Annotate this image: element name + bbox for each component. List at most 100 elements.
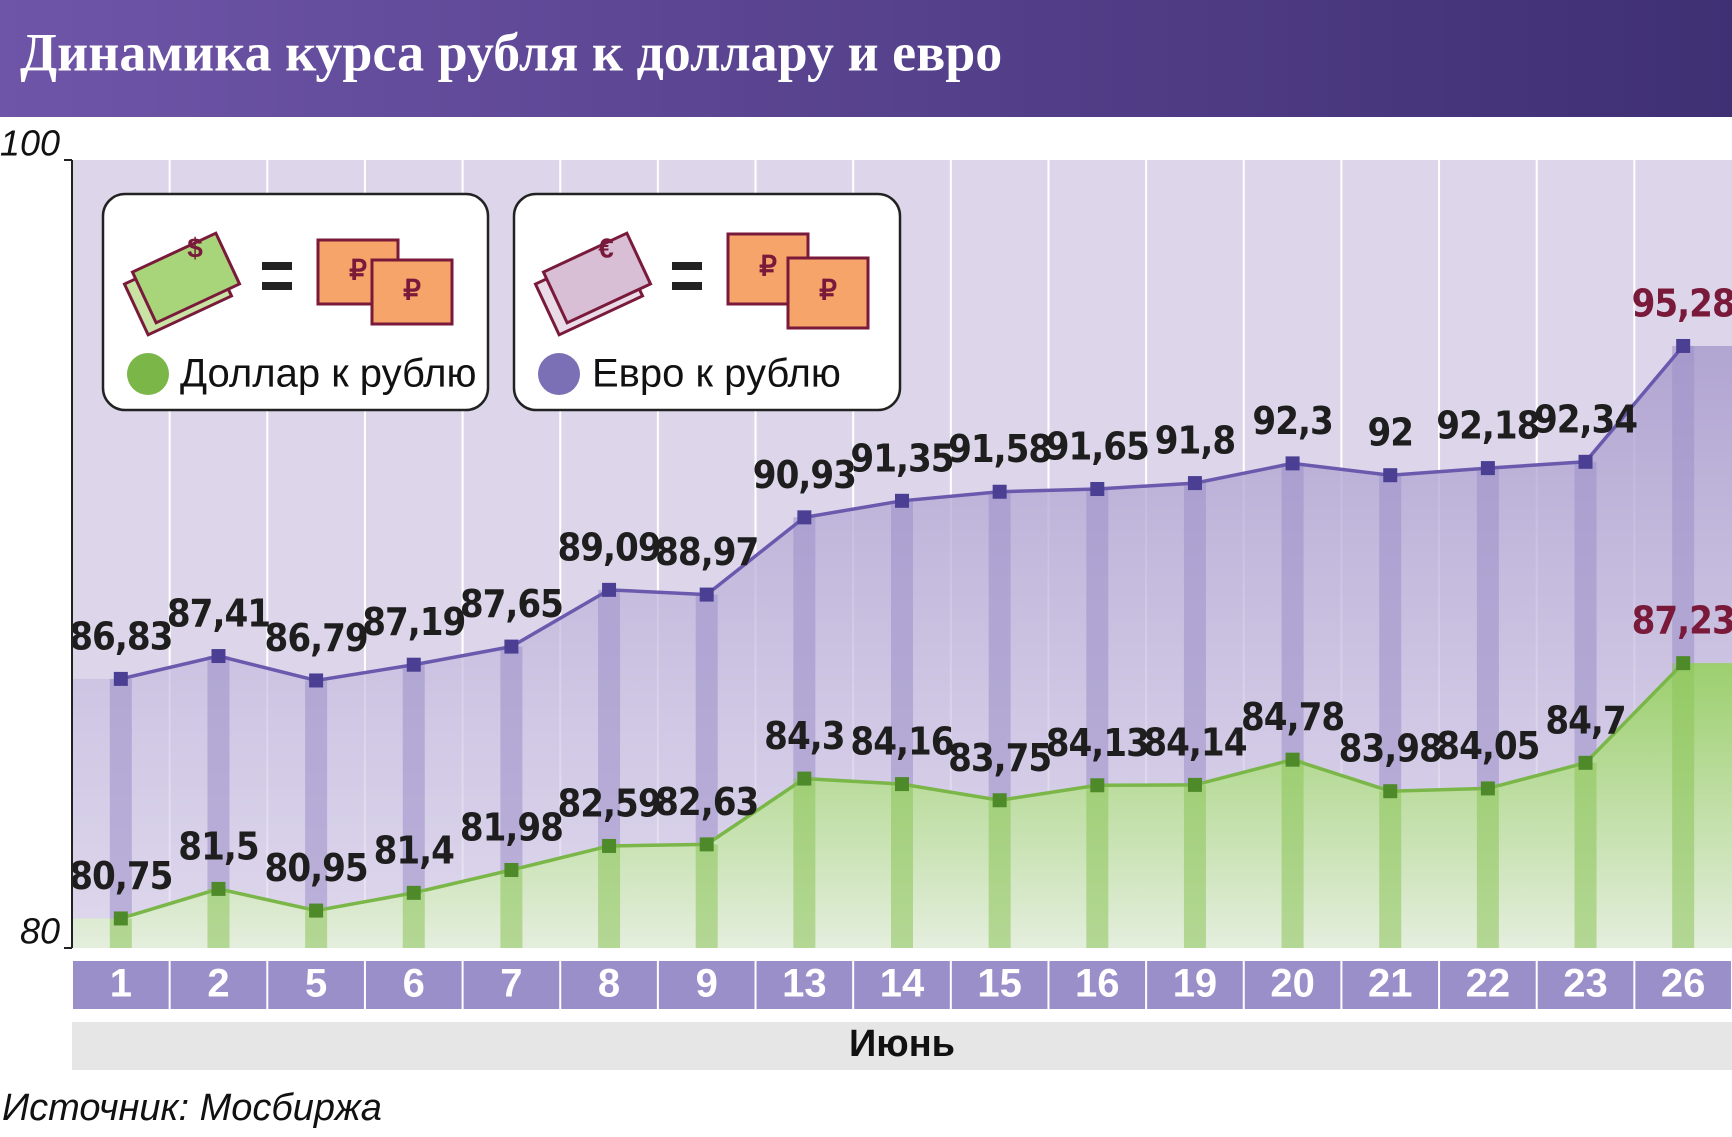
data-label: 87,23	[1632, 599, 1732, 643]
legend-swatch	[538, 353, 580, 395]
value-strip	[1086, 785, 1109, 948]
value-strip	[988, 800, 1011, 948]
category-cell	[951, 961, 1048, 1009]
value-strip	[109, 918, 132, 948]
point	[1578, 454, 1593, 469]
value-strip	[305, 910, 328, 948]
data-label: 83,75	[948, 736, 1051, 780]
point	[1090, 778, 1105, 793]
svg-text:$: $	[187, 232, 203, 263]
category-cell	[365, 961, 462, 1009]
value-strip	[1476, 788, 1499, 948]
data-label: 91,8	[1155, 419, 1235, 463]
data-label: 92	[1367, 411, 1413, 455]
data-label: 84,16	[850, 720, 953, 764]
data-label: 89,09	[557, 525, 660, 569]
point	[1676, 338, 1691, 353]
value-strip	[695, 844, 718, 948]
point	[992, 484, 1007, 499]
svg-text:€: €	[598, 232, 614, 263]
category-cell	[1635, 961, 1731, 1009]
point	[895, 493, 909, 508]
value-strip	[1672, 663, 1695, 948]
data-label: 84,13	[1046, 721, 1149, 765]
value-strip	[207, 656, 230, 948]
x-tick-label: 26	[1661, 962, 1706, 1006]
value-strip	[402, 892, 425, 948]
point	[1480, 461, 1495, 476]
point	[992, 793, 1007, 808]
x-tick-label: 19	[1173, 962, 1218, 1006]
point	[406, 657, 421, 672]
chart-title: Динамика курса рубля к доллару и евро	[20, 22, 1002, 82]
legend-swatch	[127, 353, 169, 395]
data-label: 92,3	[1252, 399, 1332, 443]
data-label: 84,7	[1545, 698, 1625, 742]
category-cell	[854, 961, 950, 1009]
x-tick-label: 8	[598, 962, 620, 1006]
category-cell	[1440, 961, 1536, 1009]
data-label: 87,19	[362, 600, 465, 644]
svg-text:₽: ₽	[759, 250, 777, 281]
point	[1578, 755, 1593, 770]
point	[1090, 481, 1105, 496]
point	[1383, 784, 1398, 799]
value-strip	[109, 678, 132, 948]
data-label: 84,14	[1143, 720, 1246, 764]
point	[602, 838, 617, 853]
x-tick-label: 2	[207, 962, 229, 1006]
dollar-icon: $ ₽ ₽	[122, 231, 454, 337]
category-cell	[170, 961, 267, 1009]
data-label: 84,05	[1436, 724, 1539, 768]
x-tick-label: 22	[1466, 962, 1511, 1006]
value-strip	[598, 845, 621, 948]
value-strip	[402, 664, 425, 948]
point	[895, 777, 909, 792]
x-axis-label: Июнь	[849, 1023, 955, 1065]
data-label: 82,63	[655, 780, 758, 824]
data-label: 80,75	[69, 854, 172, 898]
x-tick-label: 6	[403, 962, 425, 1006]
value-strip	[793, 778, 816, 948]
point	[1480, 781, 1495, 796]
source: Источник: Мосбиржа	[2, 1087, 382, 1129]
point	[113, 911, 128, 926]
x-tick-label: 20	[1270, 962, 1315, 1006]
category-cell	[1342, 961, 1439, 1009]
data-label: 81,5	[178, 824, 258, 868]
data-label: 83,98	[1339, 727, 1442, 771]
value-strip	[305, 680, 328, 948]
point	[1187, 476, 1202, 491]
data-label: 80,95	[265, 846, 368, 890]
y-tick-label: 100	[0, 123, 60, 164]
point	[1285, 456, 1300, 471]
euro-icon: € ₽ ₽	[533, 231, 870, 337]
category-cell	[463, 961, 560, 1009]
point	[1676, 656, 1691, 671]
category-cell	[1049, 961, 1146, 1009]
point	[1285, 752, 1300, 767]
value-strip	[500, 869, 523, 948]
value-strip	[891, 784, 913, 948]
x-tick-label: 13	[782, 962, 827, 1006]
point	[406, 885, 421, 900]
x-tick-label: 9	[696, 962, 718, 1006]
data-label: 87,65	[460, 582, 563, 626]
category-cell	[658, 961, 755, 1009]
point	[211, 649, 226, 664]
x-tick-label: 14	[880, 962, 925, 1006]
data-label: 86,79	[265, 616, 368, 660]
category-cell	[1537, 961, 1634, 1009]
point	[211, 881, 226, 896]
point	[309, 673, 324, 688]
point	[1187, 777, 1202, 792]
category-cell	[1147, 961, 1243, 1009]
legend-label: Евро к рублю	[592, 352, 841, 396]
category-cell	[73, 961, 169, 1009]
value-strip	[207, 888, 230, 948]
category-cell	[756, 961, 853, 1009]
value-strip	[1281, 759, 1304, 948]
data-label: 91,65	[1046, 424, 1149, 468]
